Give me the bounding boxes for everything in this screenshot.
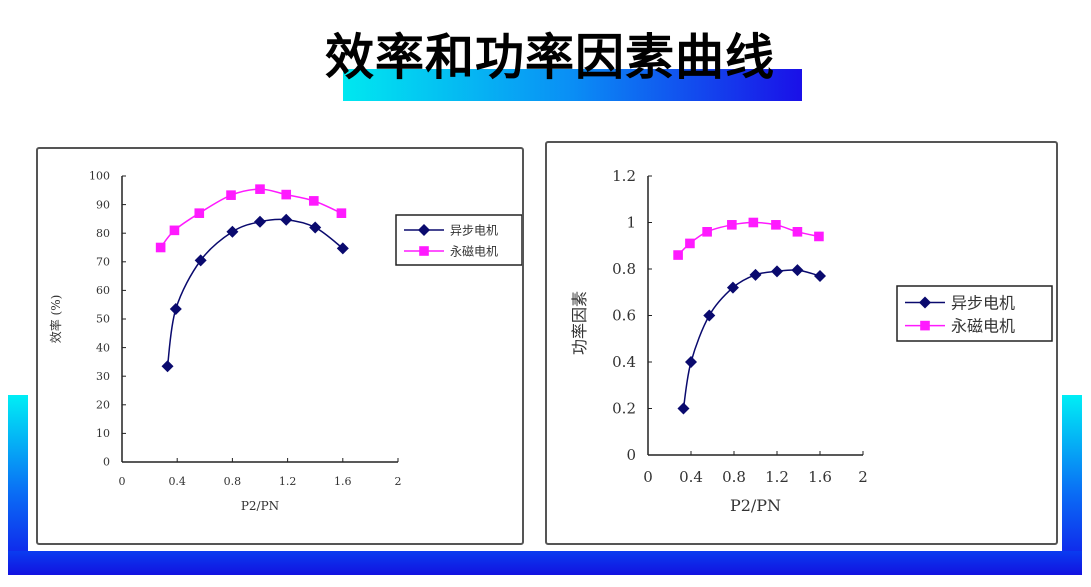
y-tick-label: 0 [103, 456, 110, 469]
data-point-square [685, 238, 695, 249]
y-tick-label: 10 [96, 427, 110, 440]
data-point-square [226, 190, 236, 200]
legend-label: 永磁电机 [450, 243, 498, 258]
data-point-diamond [226, 225, 239, 238]
power-factor-chart-panel: 0 0.4 0.8 1.2 1.6 2 0 0.2 0.4 0.6 0.8 1 1.2 P2/PN 功率因素… [545, 141, 1058, 545]
data-point-diamond [161, 360, 174, 373]
data-point-diamond [418, 224, 430, 236]
legend-label: 异步电机 [951, 294, 1015, 313]
x-tick-label: 2 [858, 468, 868, 486]
data-point-square [702, 227, 712, 237]
data-point-square [169, 225, 180, 236]
series-line [682, 269, 821, 409]
data-point-diamond [677, 402, 690, 415]
data-point-square [792, 227, 803, 237]
x-tick-label: 1.6 [808, 468, 832, 486]
legend-box [896, 285, 1053, 342]
data-point-diamond [703, 309, 716, 322]
data-point-diamond [685, 356, 697, 368]
legend-box [395, 214, 523, 266]
data-point-diamond [771, 265, 783, 278]
decorative-frame-right [1062, 395, 1082, 575]
data-point-square [771, 220, 781, 230]
data-point-square [255, 184, 265, 194]
efficiency-chart-panel: 0 0.4 0.8 1.2 1.6 2 0 10 20 30 40 50 60 70 80 90 100 P2/P… [36, 147, 524, 545]
data-point-diamond [726, 281, 739, 294]
y-tick-label: 100 [89, 170, 110, 183]
y-tick-label: 0 [626, 446, 636, 464]
data-point-diamond [919, 296, 931, 309]
data-point-square [155, 242, 166, 253]
x-tick-label: 0.8 [722, 468, 746, 486]
page-title: 效率和功率因素曲线 [324, 29, 775, 86]
data-point-diamond [309, 221, 322, 234]
x-tick-label: 1.6 [334, 475, 352, 488]
title-highlight-bar [343, 69, 802, 101]
y-tick-label: 60 [96, 284, 110, 297]
data-point-square [920, 320, 930, 331]
x-tick-label: 1.2 [279, 475, 297, 488]
x-tick-label: 0.4 [168, 475, 186, 488]
y-tick-label: 40 [96, 341, 110, 354]
data-point-diamond [336, 242, 349, 255]
x-axis-label: P2/PN [241, 499, 279, 513]
data-point-diamond [280, 213, 293, 226]
y-tick-label: 90 [96, 198, 110, 211]
decorative-frame-left [8, 395, 28, 575]
data-point-square [727, 220, 737, 230]
x-tick-label: 2 [395, 475, 402, 488]
x-axis-label: P2/PN [730, 496, 781, 515]
decorative-frame-bottom [8, 551, 1082, 575]
efficiency-chart: 0 0.4 0.8 1.2 1.6 20102030405060708090100P2/P… [48, 170, 523, 513]
data-point-square [336, 208, 347, 218]
data-point-diamond [814, 269, 826, 282]
data-point-square [673, 250, 683, 260]
data-point-square [748, 217, 759, 228]
y-tick-label: 20 [96, 398, 110, 411]
y-axis-label: 功率因素 [570, 291, 589, 355]
y-tick-label: 1 [626, 214, 636, 232]
series-line [166, 218, 344, 367]
data-point-square [419, 246, 429, 256]
x-tick-label: 0 [119, 475, 126, 488]
data-point-diamond [749, 268, 762, 281]
legend-label: 异步电机 [450, 223, 498, 237]
legend-label: 永磁电机 [951, 317, 1015, 336]
data-point-diamond [194, 254, 207, 267]
y-axis-label: 效率 (%) [48, 295, 63, 344]
data-point-diamond [254, 215, 266, 228]
y-tick-label: 30 [96, 370, 110, 383]
data-point-diamond [791, 264, 804, 277]
x-tick-label: 0.4 [679, 468, 703, 486]
x-tick-label: 0.8 [224, 475, 242, 488]
data-point-square [194, 208, 205, 218]
y-tick-label: 1.2 [612, 167, 636, 185]
y-tick-label: 0.8 [612, 260, 636, 278]
x-tick-label: 0 [643, 468, 653, 486]
y-tick-label: 0.4 [612, 353, 636, 371]
power-factor-chart: 0 0.4 0.8 1.2 1.6 2 0 0.2 0.4 0.6 0.8 1 1.2 P2/PN 功率因素… [570, 167, 1053, 515]
y-tick-label: 0.2 [612, 400, 636, 418]
x-tick-label: 1.2 [765, 468, 789, 486]
data-point-square [814, 231, 824, 242]
y-tick-label: 80 [96, 227, 110, 240]
data-point-square [281, 189, 292, 200]
data-point-diamond [169, 302, 182, 315]
data-point-square [309, 196, 319, 206]
y-tick-label: 0.6 [612, 307, 636, 325]
y-tick-label: 50 [96, 313, 110, 326]
y-tick-label: 70 [96, 255, 110, 268]
